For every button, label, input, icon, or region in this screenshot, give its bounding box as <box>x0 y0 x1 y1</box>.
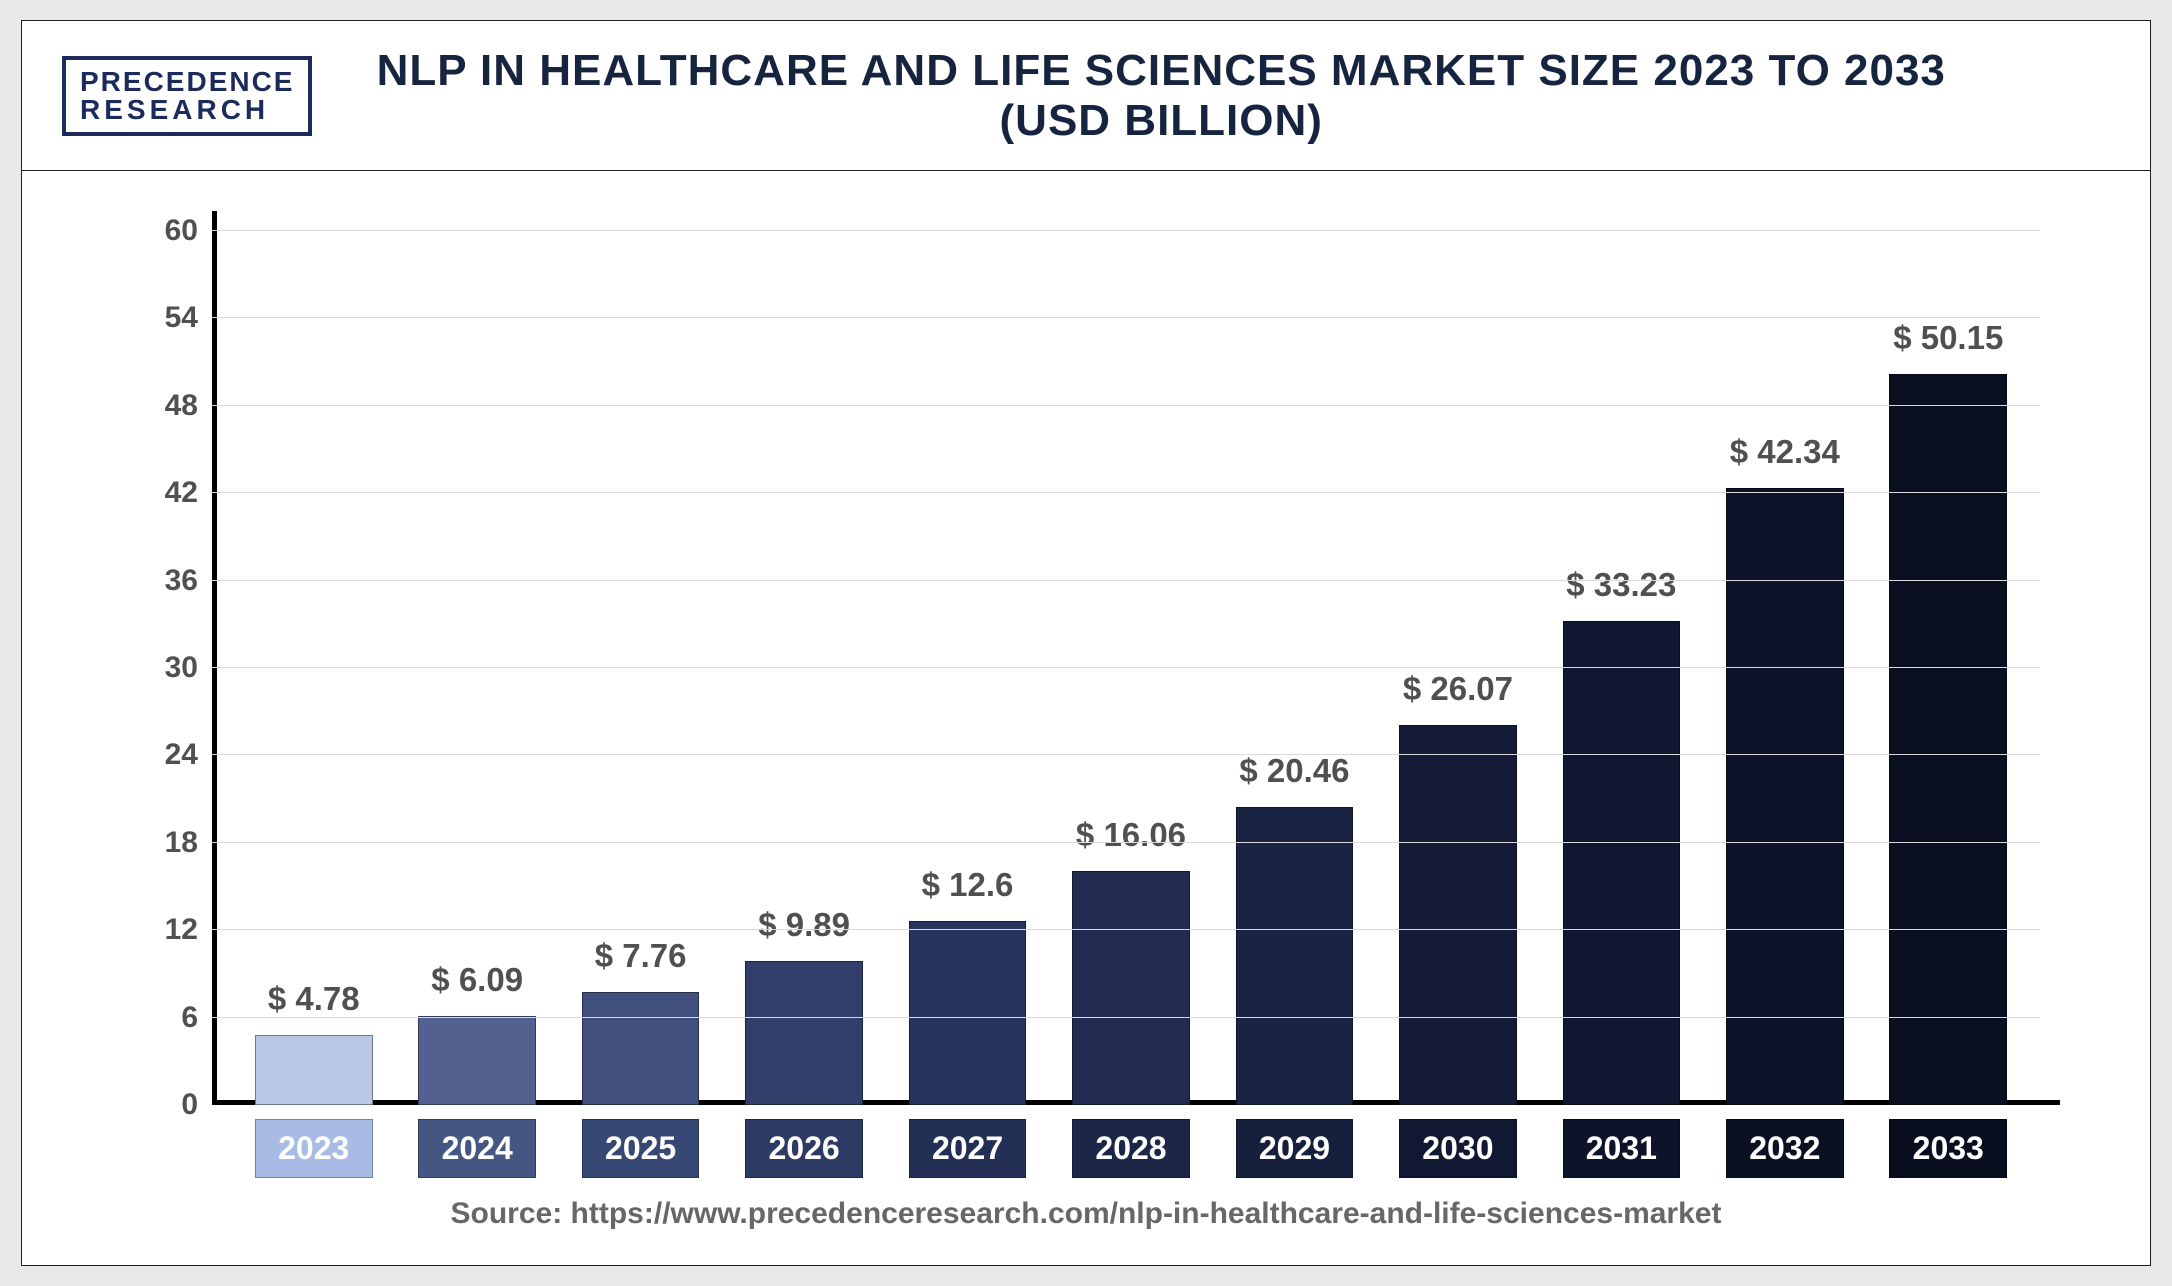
xtick-label: 2023 <box>255 1119 373 1178</box>
header: PRECEDENCE RESEARCH NLP IN HEALTHCARE AN… <box>22 21 2150 171</box>
gridline <box>212 230 2040 231</box>
bar-slot: $ 50.15 <box>1867 231 2030 1105</box>
bar-slot: $ 33.23 <box>1540 231 1703 1105</box>
xlabel-slot: 2024 <box>395 1119 558 1178</box>
bar-slot: $ 9.89 <box>722 231 885 1105</box>
bars-row: $ 4.78 $ 6.09 $ 7.76 $ 9.89 $ 12.6 $ 16.06 $ 2… <box>232 231 2030 1105</box>
ytick-label: 54 <box>165 301 198 335</box>
xlabel-slot: 2031 <box>1540 1119 1703 1178</box>
xtick-label: 2026 <box>745 1119 863 1178</box>
xlabel-slot: 2033 <box>1867 1119 2030 1178</box>
gridline <box>212 929 2040 930</box>
bar: $ 4.78 <box>255 1035 373 1105</box>
bar: $ 12.6 <box>909 921 1027 1105</box>
bar-value-label: $ 16.06 <box>1076 816 1186 854</box>
bar: $ 9.89 <box>745 961 863 1105</box>
bar-slot: $ 16.06 <box>1049 231 1212 1105</box>
ytick-label: 36 <box>165 564 198 598</box>
plot-area: $ 4.78 $ 6.09 $ 7.76 $ 9.89 $ 12.6 $ 16.06 $ 2… <box>162 231 2040 1105</box>
bar-value-label: $ 6.09 <box>431 961 523 999</box>
bar-value-label: $ 50.15 <box>1893 319 2003 357</box>
bar-slot: $ 42.34 <box>1703 231 1866 1105</box>
gridline <box>212 405 2040 406</box>
ytick-label: 6 <box>181 1001 198 1035</box>
bar: $ 42.34 <box>1726 488 1844 1105</box>
logo-word-1: PRECEDENCE <box>80 68 294 96</box>
source-line: Source: https://www.precedenceresearch.c… <box>22 1197 2150 1231</box>
gridline <box>212 317 2040 318</box>
xlabel-slot: 2032 <box>1703 1119 1866 1178</box>
ytick-label: 18 <box>165 826 198 860</box>
bar-slot: $ 12.6 <box>886 231 1049 1105</box>
xlabel-slot: 2026 <box>722 1119 885 1178</box>
source-url: https://www.precedenceresearch.com/nlp-i… <box>571 1197 1722 1230</box>
ytick-label: 30 <box>165 651 198 685</box>
bar: $ 7.76 <box>582 992 700 1105</box>
xlabel-slot: 2030 <box>1376 1119 1539 1178</box>
logo-word-2: RESEARCH <box>80 96 294 124</box>
xtick-label: 2024 <box>418 1119 536 1178</box>
ytick-label: 42 <box>165 476 198 510</box>
ytick-label: 60 <box>165 214 198 248</box>
chart-title: NLP IN HEALTHCARE AND LIFE SCIENCES MARK… <box>352 46 2110 146</box>
gridline <box>212 1017 2040 1018</box>
bar: $ 20.46 <box>1236 807 1354 1105</box>
xtick-label: 2027 <box>909 1119 1027 1178</box>
source-prefix: Source: <box>451 1197 571 1230</box>
chart-frame: PRECEDENCE RESEARCH NLP IN HEALTHCARE AN… <box>21 20 2151 1266</box>
xtick-label: 2031 <box>1563 1119 1681 1178</box>
xtick-label: 2028 <box>1072 1119 1190 1178</box>
xtick-label: 2029 <box>1236 1119 1354 1178</box>
bar-slot: $ 4.78 <box>232 231 395 1105</box>
xlabel-slot: 2029 <box>1213 1119 1376 1178</box>
gridline <box>212 492 2040 493</box>
logo: PRECEDENCE RESEARCH <box>62 56 312 136</box>
ytick-label: 0 <box>181 1088 198 1122</box>
bar-value-label: $ 12.6 <box>922 866 1014 904</box>
bar-value-label: $ 7.76 <box>595 937 687 975</box>
bar-slot: $ 26.07 <box>1376 231 1539 1105</box>
bar-value-label: $ 9.89 <box>758 906 850 944</box>
bar-slot: $ 7.76 <box>559 231 722 1105</box>
xlabel-slot: 2025 <box>559 1119 722 1178</box>
ytick-label: 48 <box>165 389 198 423</box>
bar-value-label: $ 26.07 <box>1403 670 1513 708</box>
xtick-label: 2032 <box>1726 1119 1844 1178</box>
bar-value-label: $ 42.34 <box>1730 433 1840 471</box>
xlabel-slot: 2028 <box>1049 1119 1212 1178</box>
bar: $ 16.06 <box>1072 871 1190 1105</box>
xlabel-slot: 2027 <box>886 1119 1049 1178</box>
x-axis-labels: 2023 2024 2025 2026 2027 2028 2029 2030 2031 2032… <box>232 1119 2030 1178</box>
gridline <box>212 842 2040 843</box>
ytick-label: 24 <box>165 738 198 772</box>
xtick-label: 2025 <box>582 1119 700 1178</box>
gridline <box>212 580 2040 581</box>
bar: $ 26.07 <box>1399 725 1517 1105</box>
xtick-label: 2030 <box>1399 1119 1517 1178</box>
bar-value-label: $ 4.78 <box>268 980 360 1018</box>
bar: $ 33.23 <box>1563 621 1681 1105</box>
bar: $ 50.15 <box>1889 374 2007 1105</box>
bar-value-label: $ 20.46 <box>1239 752 1349 790</box>
bar-slot: $ 20.46 <box>1213 231 1376 1105</box>
gridline <box>212 667 2040 668</box>
ytick-label: 12 <box>165 913 198 947</box>
bar-value-label: $ 33.23 <box>1566 566 1676 604</box>
y-axis-line <box>212 211 217 1105</box>
xtick-label: 2033 <box>1889 1119 2007 1178</box>
bar-slot: $ 6.09 <box>395 231 558 1105</box>
xlabel-slot: 2023 <box>232 1119 395 1178</box>
bar: $ 6.09 <box>418 1016 536 1105</box>
gridline <box>212 754 2040 755</box>
